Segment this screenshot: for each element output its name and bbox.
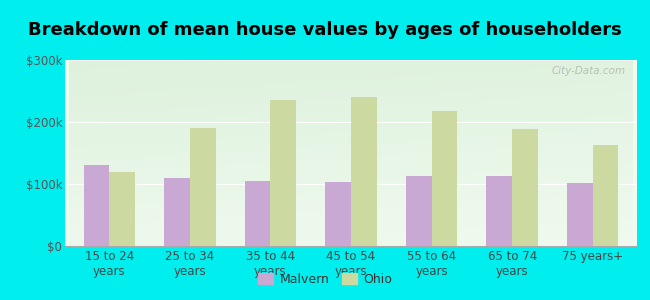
Bar xyxy=(406,176,432,246)
Text: City-Data.com: City-Data.com xyxy=(551,66,625,76)
Bar xyxy=(512,129,538,246)
Bar xyxy=(432,112,458,246)
Bar xyxy=(164,178,190,246)
Bar xyxy=(486,176,512,246)
Bar xyxy=(244,181,270,246)
Legend: Malvern, Ohio: Malvern, Ohio xyxy=(253,268,397,291)
Bar xyxy=(270,100,296,246)
Bar xyxy=(84,165,109,246)
Bar xyxy=(593,145,618,246)
Text: Breakdown of mean house values by ages of householders: Breakdown of mean house values by ages o… xyxy=(28,21,622,39)
Bar xyxy=(351,97,377,246)
Bar xyxy=(109,172,135,246)
Bar xyxy=(190,128,216,246)
Bar xyxy=(325,182,351,246)
Bar xyxy=(567,183,593,246)
